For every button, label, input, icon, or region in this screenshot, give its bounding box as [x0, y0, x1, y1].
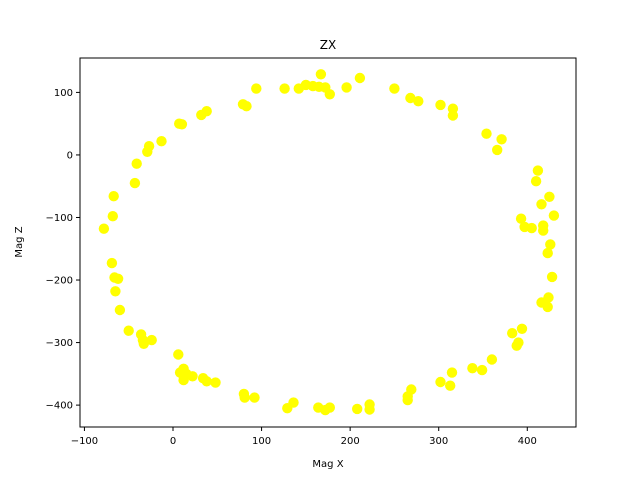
data-point — [187, 371, 198, 382]
data-point — [108, 191, 119, 202]
data-point — [492, 144, 503, 156]
data-point — [447, 110, 459, 121]
y-tick-label: −300 — [46, 338, 73, 349]
data-point — [481, 128, 492, 139]
data-point — [249, 392, 260, 403]
data-point — [542, 301, 553, 313]
data-point — [293, 83, 304, 94]
data-point — [173, 349, 184, 360]
data-point — [324, 89, 335, 100]
x-tick-label: 300 — [429, 436, 448, 447]
x-tick-label: 0 — [170, 436, 176, 447]
data-point — [210, 377, 221, 388]
chart-title: ZX — [320, 38, 336, 52]
data-point — [402, 394, 413, 406]
data-point — [515, 213, 527, 224]
y-tick-label: 0 — [67, 150, 73, 161]
data-point — [320, 404, 331, 416]
data-point — [548, 210, 560, 221]
data-point — [507, 328, 518, 339]
data-point — [176, 119, 188, 130]
data-point — [435, 99, 446, 111]
data-point — [467, 363, 478, 374]
y-tick-label: −400 — [46, 401, 73, 412]
data-point — [196, 109, 207, 121]
y-tick-label: 100 — [54, 88, 73, 99]
data-point — [251, 83, 262, 94]
data-points — [98, 69, 560, 416]
data-point — [476, 364, 488, 376]
x-axis-label: Mag X — [312, 459, 343, 470]
data-point — [511, 340, 522, 351]
data-point — [201, 376, 212, 387]
data-point — [526, 222, 537, 234]
data-point — [123, 325, 134, 336]
data-point — [241, 101, 252, 112]
data-point — [516, 323, 528, 334]
data-point — [413, 96, 424, 107]
data-point — [405, 92, 416, 104]
data-point — [486, 354, 498, 365]
data-point — [282, 403, 293, 414]
data-point — [129, 177, 141, 189]
data-point — [315, 69, 327, 80]
data-point — [138, 338, 149, 349]
data-point — [530, 176, 542, 187]
data-point — [352, 403, 363, 415]
data-point — [496, 134, 507, 145]
data-point — [435, 376, 446, 388]
data-point — [239, 392, 250, 403]
x-tick-label: 400 — [518, 436, 537, 447]
data-point — [538, 225, 549, 236]
y-axis-ticks: −400 −300 −200 −100 0 100 — [46, 88, 80, 412]
data-point — [156, 136, 167, 147]
x-tick-label: 200 — [341, 436, 360, 447]
data-point — [142, 146, 153, 157]
data-point — [389, 83, 400, 94]
y-tick-label: −100 — [46, 213, 73, 224]
data-point — [279, 83, 290, 94]
data-point — [341, 82, 352, 93]
y-axis-label: Mag Z — [14, 226, 25, 257]
data-point — [546, 271, 558, 283]
data-point — [536, 199, 547, 210]
data-point — [114, 304, 126, 316]
data-point — [110, 286, 121, 297]
data-point — [532, 165, 544, 176]
data-point — [354, 72, 366, 84]
data-point — [178, 374, 189, 386]
x-tick-label: 100 — [252, 436, 271, 447]
data-point — [544, 191, 555, 202]
data-point — [146, 334, 157, 346]
data-point — [112, 273, 124, 284]
data-point — [445, 380, 456, 391]
data-point — [545, 239, 556, 250]
y-tick-label: −200 — [46, 276, 73, 287]
x-axis-ticks: −100 0 100 200 300 400 — [71, 427, 537, 447]
data-point — [446, 367, 458, 378]
data-point — [107, 211, 119, 222]
data-point — [98, 223, 110, 234]
x-tick-label: −100 — [71, 436, 98, 447]
data-point — [542, 247, 553, 259]
data-point — [131, 158, 142, 169]
data-point — [106, 257, 118, 269]
data-point — [364, 404, 375, 415]
plot-frame — [79, 57, 577, 428]
